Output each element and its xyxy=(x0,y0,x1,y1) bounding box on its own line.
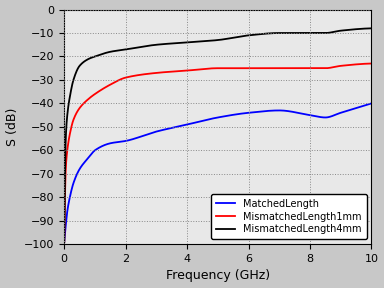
MismatchedLength4mm xyxy=(193,40,198,43)
MismatchedLength1mm xyxy=(193,68,198,71)
MismatchedLength1mm xyxy=(62,240,66,244)
MismatchedLength4mm xyxy=(180,41,184,45)
MismatchedLength1mm xyxy=(330,66,334,69)
MismatchedLength4mm xyxy=(363,27,368,30)
Line: MatchedLength: MatchedLength xyxy=(64,103,371,242)
MatchedLength xyxy=(62,240,66,244)
MatchedLength xyxy=(180,124,184,127)
MismatchedLength1mm xyxy=(363,62,368,65)
MatchedLength xyxy=(115,140,120,144)
MismatchedLength1mm xyxy=(115,79,120,83)
MatchedLength xyxy=(330,114,334,118)
MismatchedLength4mm xyxy=(115,49,120,52)
MismatchedLength1mm xyxy=(180,69,184,73)
Legend: MatchedLength, MismatchedLength1mm, MismatchedLength4mm: MatchedLength, MismatchedLength1mm, Mism… xyxy=(211,194,367,239)
MatchedLength xyxy=(363,103,368,107)
Y-axis label: S (dB): S (dB) xyxy=(5,108,18,146)
MatchedLength xyxy=(193,121,198,124)
MismatchedLength4mm xyxy=(97,53,102,57)
MatchedLength xyxy=(97,146,102,149)
X-axis label: Frequency (GHz): Frequency (GHz) xyxy=(166,270,270,283)
MatchedLength xyxy=(369,102,374,105)
MismatchedLength1mm xyxy=(369,62,374,65)
MismatchedLength4mm xyxy=(330,31,334,34)
MismatchedLength1mm xyxy=(97,89,102,93)
MismatchedLength4mm xyxy=(62,240,66,244)
MismatchedLength4mm xyxy=(369,26,374,30)
Line: MismatchedLength4mm: MismatchedLength4mm xyxy=(64,28,371,242)
Line: MismatchedLength1mm: MismatchedLength1mm xyxy=(64,64,371,242)
